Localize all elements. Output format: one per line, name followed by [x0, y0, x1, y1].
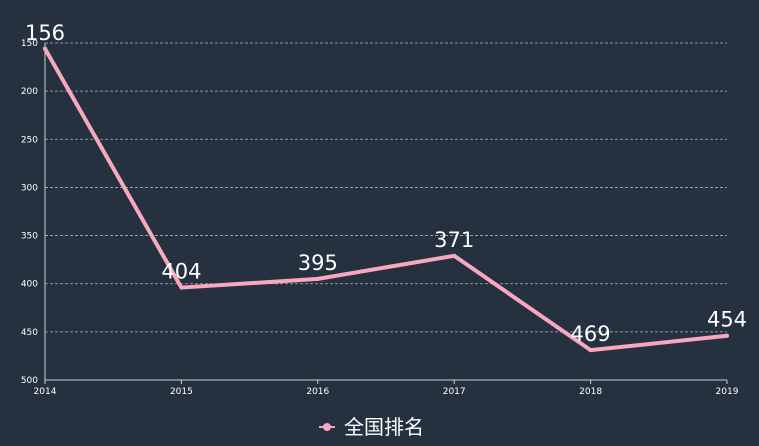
- series-layer: [43, 46, 729, 353]
- y-tick-label: 300: [21, 183, 38, 193]
- series-line: [43, 46, 729, 353]
- grid-lines: [45, 42, 727, 333]
- x-tick-label: 2019: [716, 387, 739, 397]
- y-tick-label: 450: [21, 328, 38, 338]
- x-tick-label: 2015: [170, 387, 193, 397]
- x-tick-label: 2017: [443, 387, 466, 397]
- data-label: 395: [298, 251, 338, 275]
- y-tick-label: 200: [21, 87, 38, 97]
- data-point: [43, 46, 47, 51]
- x-tick-label: 2014: [34, 387, 57, 397]
- data-label: 371: [434, 228, 474, 252]
- data-point: [588, 348, 593, 353]
- data-label: 404: [161, 260, 201, 284]
- data-label: 454: [707, 308, 747, 332]
- y-tick-label: 500: [21, 376, 38, 386]
- data-point: [315, 276, 320, 281]
- legend[interactable]: 全国排名: [319, 415, 424, 439]
- y-tick-label: 350: [21, 232, 38, 242]
- y-tick-label: 400: [21, 280, 38, 290]
- data-label: 156: [25, 21, 65, 45]
- legend-label: 全国排名: [344, 415, 424, 439]
- y-tick-label: 250: [21, 135, 38, 145]
- legend-dot-marker: [323, 423, 331, 431]
- data-point: [179, 285, 184, 290]
- data-labels: 156 404 395 371 469 454: [25, 21, 747, 346]
- data-label: 469: [571, 322, 611, 346]
- data-point: [452, 253, 457, 258]
- data-point: [725, 333, 729, 338]
- y-tick-label: 150: [21, 39, 38, 49]
- x-tick-label: 2016: [306, 387, 329, 397]
- x-tick-label: 2018: [579, 387, 602, 397]
